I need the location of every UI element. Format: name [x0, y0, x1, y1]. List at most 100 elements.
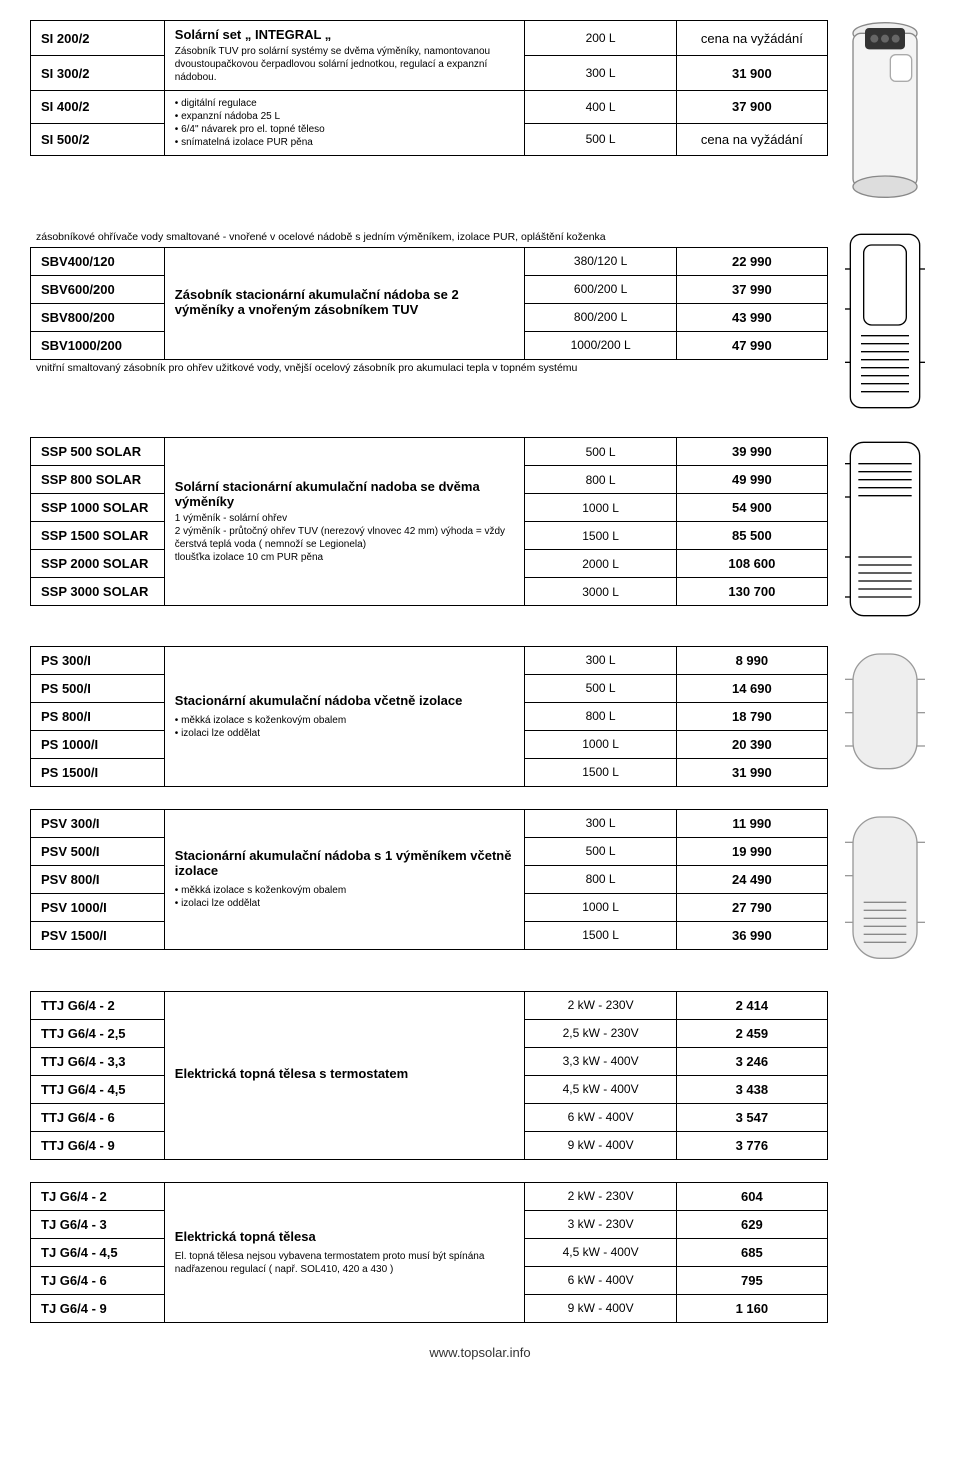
cell-code: TJ G6/4 - 3: [31, 1210, 165, 1238]
table-ps: PS 300/I Stacionární akumulační nádoba v…: [30, 646, 828, 787]
section-si: SI 200/2 Solární set „ INTEGRAL „ Zásobn…: [30, 20, 930, 207]
cell-price: 3 547: [676, 1103, 827, 1131]
cell-code: TTJ G6/4 - 3,3: [31, 1047, 165, 1075]
cell-spec: 300 L: [525, 56, 676, 91]
cell-code: TJ G6/4 - 6: [31, 1266, 165, 1294]
cell-spec: 600/200 L: [525, 275, 676, 303]
cell-code: PSV 500/I: [31, 837, 165, 865]
cell-spec: 1500 L: [525, 921, 676, 949]
cell-price: 37 900: [676, 91, 827, 124]
table-row: SI 200/2 Solární set „ INTEGRAL „ Zásobn…: [31, 21, 828, 56]
cell-spec: 4,5 kW - 400V: [525, 1075, 676, 1103]
cell-code: PS 1500/I: [31, 758, 165, 786]
cell-spec: 1000/200 L: [525, 331, 676, 359]
table-ssp: SSP 500 SOLAR Solární stacionární akumul…: [30, 437, 828, 606]
cell-code: SBV1000/200: [31, 331, 165, 359]
section-sbv: zásobníkové ohřívače vody smaltované - v…: [30, 229, 930, 416]
cell-code: PSV 1000/I: [31, 893, 165, 921]
cell-spec: 9 kW - 400V: [525, 1294, 676, 1322]
cell-spec: 500 L: [525, 438, 676, 466]
cell-code: TTJ G6/4 - 2: [31, 991, 165, 1019]
cell-code: PS 300/I: [31, 646, 165, 674]
desc-title: Solární set „ INTEGRAL „: [175, 27, 515, 42]
cell-price: 54 900: [676, 494, 827, 522]
cell-spec: 800/200 L: [525, 303, 676, 331]
cell-spec: 300 L: [525, 646, 676, 674]
cell-desc: • digitální regulace • expanzní nádoba 2…: [164, 91, 525, 156]
cell-price: 629: [676, 1210, 827, 1238]
cell-price: 2 414: [676, 991, 827, 1019]
cell-price: cena na vyžádání: [676, 21, 827, 56]
product-image-ps: [840, 646, 930, 779]
cell-spec: 2000 L: [525, 550, 676, 578]
cell-spec: 3000 L: [525, 578, 676, 606]
cell-spec: 500 L: [525, 837, 676, 865]
cell-price: 27 790: [676, 893, 827, 921]
table-row: PS 300/I Stacionární akumulační nádoba v…: [31, 646, 828, 674]
table-sbv: SBV400/120 Zásobník stacionární akumulač…: [30, 247, 828, 360]
table-si: SI 200/2 Solární set „ INTEGRAL „ Zásobn…: [30, 20, 828, 156]
cell-price: 130 700: [676, 578, 827, 606]
cell-price: 18 790: [676, 702, 827, 730]
table-ttj: TTJ G6/4 - 2 Elektrická topná tělesa s t…: [30, 991, 828, 1160]
cell-price: 43 990: [676, 303, 827, 331]
cell-code: SBV600/200: [31, 275, 165, 303]
cell-spec: 2 kW - 230V: [525, 991, 676, 1019]
cell-spec: 2 kW - 230V: [525, 1182, 676, 1210]
desc-title: Elektrická topná tělesa s termostatem: [175, 1066, 515, 1081]
cell-spec: 9 kW - 400V: [525, 1131, 676, 1159]
cell-price: 2 459: [676, 1019, 827, 1047]
cell-code: SSP 1000 SOLAR: [31, 494, 165, 522]
cell-spec: 6 kW - 400V: [525, 1266, 676, 1294]
cell-code: SSP 3000 SOLAR: [31, 578, 165, 606]
section-ssp: SSP 500 SOLAR Solární stacionární akumul…: [30, 437, 930, 624]
cell-desc: Elektrická topná tělesa El. topná tělesa…: [164, 1182, 525, 1322]
section-psv: PSV 300/I Stacionární akumulační nádoba …: [30, 809, 930, 969]
cell-code: SBV800/200: [31, 303, 165, 331]
desc-sub: El. topná tělesa nejsou vybavena termost…: [175, 1250, 515, 1276]
cell-code: SBV400/120: [31, 247, 165, 275]
cell-spec: 500 L: [525, 674, 676, 702]
cell-price: cena na vyžádání: [676, 123, 827, 156]
product-image-sbv: [840, 229, 930, 416]
cell-spec: 200 L: [525, 21, 676, 56]
cell-price: 37 990: [676, 275, 827, 303]
desc-title: Solární stacionární akumulační nadoba se…: [175, 479, 515, 509]
cell-price: 604: [676, 1182, 827, 1210]
cell-price: 47 990: [676, 331, 827, 359]
table-row: TTJ G6/4 - 2 Elektrická topná tělesa s t…: [31, 991, 828, 1019]
cell-price: 14 690: [676, 674, 827, 702]
cell-code: TJ G6/4 - 2: [31, 1182, 165, 1210]
cell-price: 108 600: [676, 550, 827, 578]
cell-spec: 1000 L: [525, 730, 676, 758]
cell-code: TTJ G6/4 - 2,5: [31, 1019, 165, 1047]
cell-spec: 1500 L: [525, 758, 676, 786]
cell-code: PSV 800/I: [31, 865, 165, 893]
cell-spec: 400 L: [525, 91, 676, 124]
cell-code: SI 200/2: [31, 21, 165, 56]
table-row: SI 400/2 • digitální regulace • expanzní…: [31, 91, 828, 124]
cell-price: 685: [676, 1238, 827, 1266]
cell-desc: Stacionární akumulační nádoba s 1 výmění…: [164, 809, 525, 949]
table-row: SSP 500 SOLAR Solární stacionární akumul…: [31, 438, 828, 466]
cell-desc: Stacionární akumulační nádoba včetně izo…: [164, 646, 525, 786]
cell-code: TJ G6/4 - 4,5: [31, 1238, 165, 1266]
desc-bullet: • expanzní nádoba 25 L: [175, 110, 515, 123]
footer-url: www.topsolar.info: [30, 1345, 930, 1360]
cell-code: TJ G6/4 - 9: [31, 1294, 165, 1322]
cell-desc: Solární set „ INTEGRAL „ Zásobník TUV pr…: [164, 21, 525, 91]
cell-spec: 6 kW - 400V: [525, 1103, 676, 1131]
cell-spec: 800 L: [525, 466, 676, 494]
cell-price: 1 160: [676, 1294, 827, 1322]
note-bottom: vnitřní smaltovaný zásobník pro ohřev už…: [36, 362, 828, 374]
desc-sub: • měkká izolace s koženkovým obalem • iz…: [175, 884, 515, 910]
cell-code: PSV 300/I: [31, 809, 165, 837]
product-image-si: [840, 20, 930, 207]
cell-desc: Solární stacionární akumulační nadoba se…: [164, 438, 525, 606]
cell-price: 36 990: [676, 921, 827, 949]
cell-spec: 500 L: [525, 123, 676, 156]
desc-bullet: • 6/4" návarek pro el. topné těleso: [175, 123, 515, 136]
cell-price: 31 990: [676, 758, 827, 786]
cell-code: SI 300/2: [31, 56, 165, 91]
cell-code: PS 500/I: [31, 674, 165, 702]
